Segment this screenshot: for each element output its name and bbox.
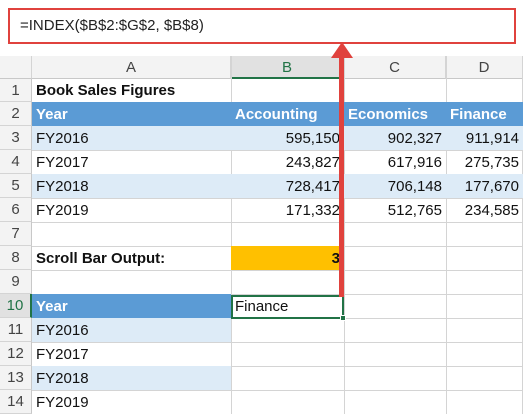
row-header-7[interactable]: 7 (0, 222, 32, 246)
cell-b8-scroll-output[interactable]: 3 (231, 246, 344, 270)
cell-a6[interactable]: FY2019 (36, 201, 89, 219)
cell-a14[interactable]: FY2019 (36, 393, 89, 411)
row-header-5[interactable]: 5 (0, 174, 32, 198)
cell-c5[interactable]: 706,148 (344, 174, 446, 198)
column-header-c[interactable]: C (344, 56, 446, 79)
grid-line (0, 270, 523, 271)
grid-line (231, 56, 232, 414)
row-header-14[interactable]: 14 (0, 390, 32, 414)
row-header-4[interactable]: 4 (0, 150, 32, 174)
row-header-1[interactable]: 1 (0, 79, 32, 102)
annotation-arrow-shaft (339, 56, 344, 294)
grid-line (344, 56, 345, 414)
cell-a2-year-header[interactable]: Year (32, 102, 231, 126)
row-header-13[interactable]: 13 (0, 366, 32, 390)
cell-a5[interactable]: FY2018 (32, 174, 231, 198)
cell-a3[interactable]: FY2016 (32, 126, 231, 150)
grid-line (0, 198, 523, 199)
formula-bar[interactable]: =INDEX($B$2:$G$2, $B$8) (8, 8, 516, 44)
grid-line (0, 150, 523, 151)
cell-d2-finance-header[interactable]: Finance (446, 102, 523, 126)
grid-line (446, 56, 447, 414)
cell-b10-index-result[interactable]: Finance (235, 297, 289, 315)
row-header-6[interactable]: 6 (0, 198, 32, 222)
cell-b2-accounting-header[interactable]: Accounting (231, 102, 344, 126)
active-cell-border (231, 295, 344, 319)
cell-a10-year-header[interactable]: Year (32, 294, 231, 318)
cell-d3[interactable]: 911,914 (446, 126, 523, 150)
grid-line (0, 294, 523, 295)
cell-b3[interactable]: 595,150 (231, 126, 344, 150)
fill-handle[interactable] (340, 315, 346, 321)
cell-c3[interactable]: 902,327 (344, 126, 446, 150)
grid-line (0, 342, 523, 343)
select-all-corner[interactable] (0, 56, 32, 79)
row-header-10[interactable]: 10 (0, 294, 32, 318)
cell-a12[interactable]: FY2017 (36, 345, 89, 363)
cell-d4[interactable]: 275,735 (464, 153, 519, 171)
row-header-9[interactable]: 9 (0, 270, 32, 294)
column-header-a[interactable]: A (32, 56, 231, 79)
cell-d5[interactable]: 177,670 (446, 174, 523, 198)
cell-a13[interactable]: FY2018 (32, 366, 231, 390)
annotation-arrow-base (339, 292, 344, 297)
cell-b5[interactable]: 728,417 (231, 174, 344, 198)
column-header-b[interactable]: B (231, 56, 344, 79)
cell-c4[interactable]: 617,916 (387, 153, 442, 171)
cell-c2-economics-header[interactable]: Economics (344, 102, 446, 126)
column-header-d[interactable]: D (446, 56, 523, 79)
annotation-arrow-head (331, 42, 353, 58)
cell-b4[interactable]: 243,827 (285, 153, 340, 171)
grid-line (0, 366, 523, 367)
row-header-3[interactable]: 3 (0, 126, 32, 150)
grid-line (0, 390, 523, 391)
grid-line (0, 222, 523, 223)
cell-a11[interactable]: FY2016 (32, 318, 231, 342)
cell-a4[interactable]: FY2017 (36, 153, 89, 171)
row-header-12[interactable]: 12 (0, 342, 32, 366)
row-header-11[interactable]: 11 (0, 318, 32, 342)
cell-b6[interactable]: 171,332 (285, 201, 340, 219)
cell-d6[interactable]: 234,585 (464, 201, 519, 219)
row-header-2[interactable]: 2 (0, 102, 32, 126)
cell-c6[interactable]: 512,765 (387, 201, 442, 219)
cell-a1-title[interactable]: Book Sales Figures (36, 82, 176, 99)
row-header-8[interactable]: 8 (0, 246, 32, 270)
formula-text: =INDEX($B$2:$G$2, $B$8) (20, 17, 204, 34)
cell-a8-scroll-label[interactable]: Scroll Bar Output: (36, 249, 166, 267)
